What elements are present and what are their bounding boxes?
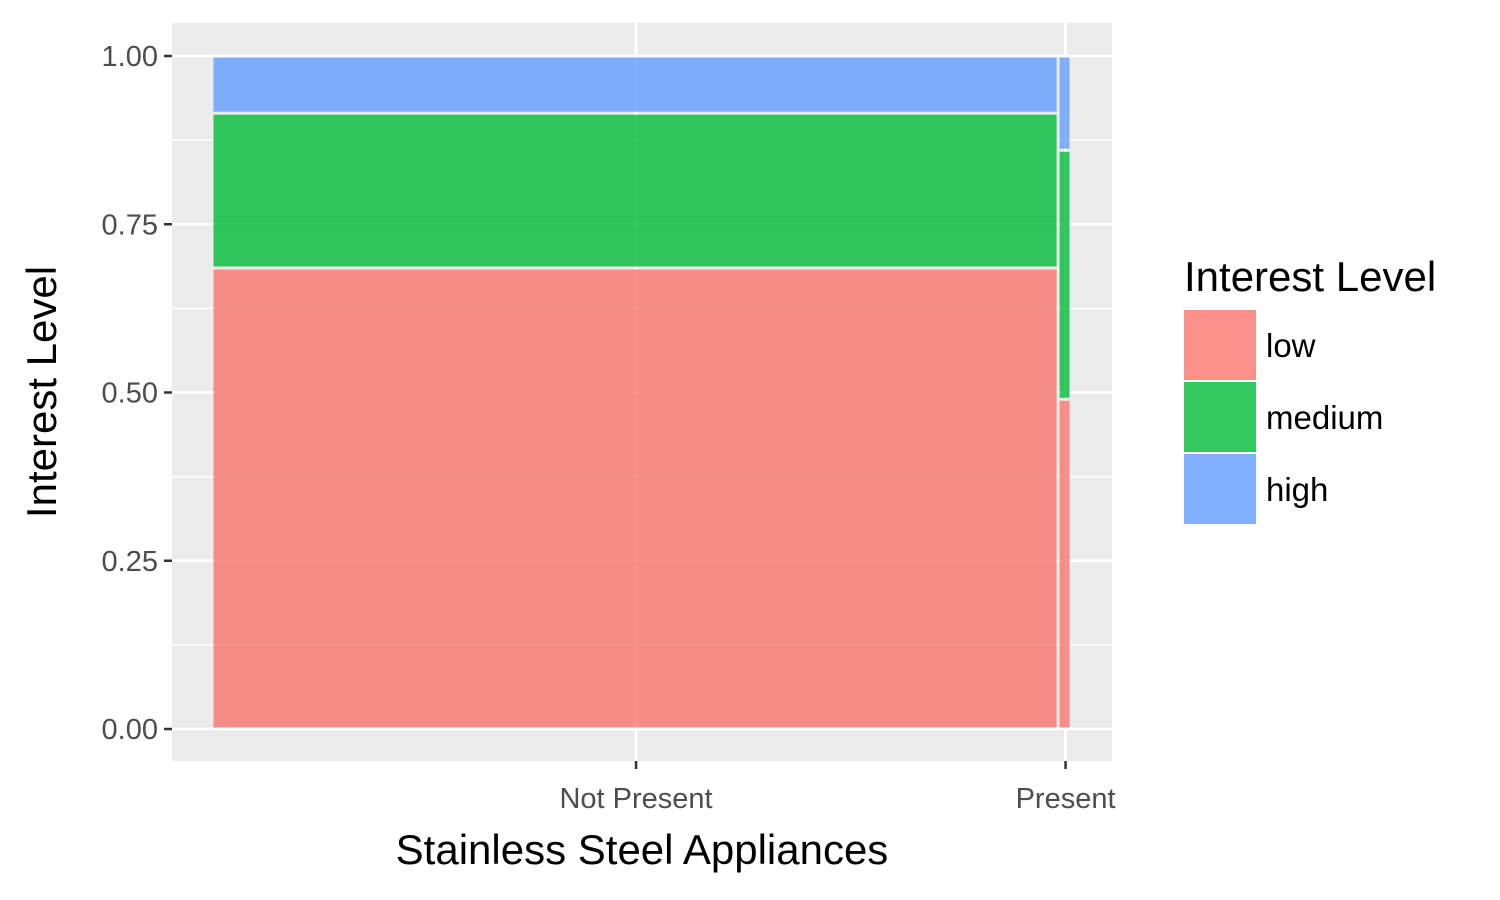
mosaic-tile-low <box>213 269 1057 728</box>
legend-title: Interest Level <box>1184 253 1436 300</box>
mosaic-tile-high <box>213 57 1057 112</box>
x-axis: Not Present Present <box>559 761 1116 815</box>
y-tick-label: 0.50 <box>102 378 158 410</box>
mosaic-tiles <box>213 57 1070 728</box>
y-tick-label: 0.25 <box>102 546 158 578</box>
y-axis: 0.00 0.25 0.50 0.75 1.00 <box>102 41 172 746</box>
y-tick-label: 0.00 <box>102 714 158 746</box>
legend-key-medium <box>1184 382 1256 452</box>
legend-label-high: high <box>1266 471 1328 508</box>
x-axis-title: Stainless Steel Appliances <box>396 826 889 873</box>
mosaic-tile-medium <box>213 114 1057 267</box>
x-tick-label: Not Present <box>559 783 712 815</box>
legend-label-low: low <box>1266 327 1316 364</box>
legend-label-medium: medium <box>1266 399 1383 436</box>
mosaic-tile-medium <box>1059 151 1070 398</box>
y-axis-title: Interest Level <box>18 266 65 518</box>
mosaic-tile-low <box>1059 400 1070 728</box>
legend-key-high <box>1184 454 1256 524</box>
x-tick-label: Present <box>1016 783 1116 815</box>
y-tick-label: 1.00 <box>102 41 158 73</box>
y-tick-label: 0.75 <box>102 209 158 241</box>
legend-key-low <box>1184 310 1256 380</box>
legend: Interest Level low medium high <box>1184 253 1436 524</box>
mosaic-tile-high <box>1059 57 1070 149</box>
